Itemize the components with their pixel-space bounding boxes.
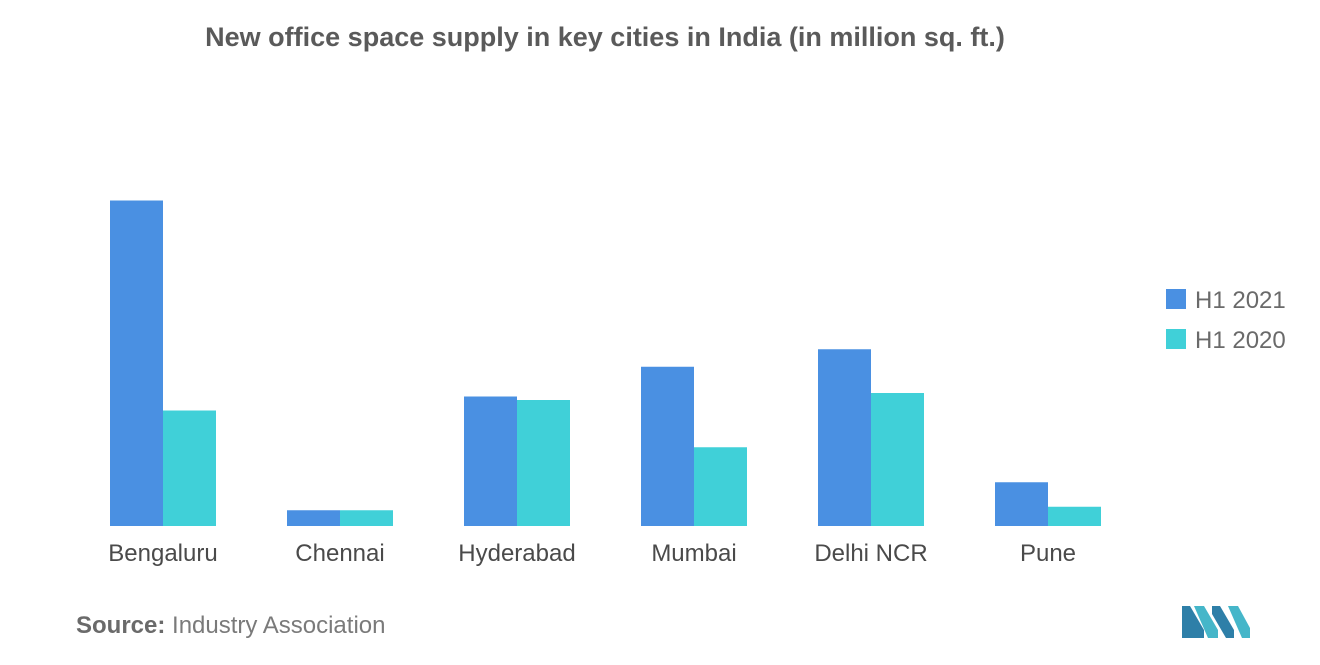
- bar-mumbai-h1-2020: [694, 447, 747, 526]
- legend: H1 2021 H1 2020: [1166, 287, 1286, 354]
- bar-chennai-h1-2020: [340, 510, 393, 526]
- bar-bengaluru-h1-2021: [110, 200, 163, 526]
- legend-swatch: [1166, 329, 1186, 349]
- x-axis-tick-labels: Bengaluru Chennai Hyderabad Mumbai Delhi NCR…: [108, 540, 1076, 567]
- x-tick-label: Bengaluru: [108, 540, 217, 567]
- x-tick-label: Chennai: [295, 540, 384, 567]
- x-tick-label: Hyderabad: [458, 540, 575, 567]
- x-tick-label: Mumbai: [651, 540, 736, 567]
- legend-label: H1 2021: [1195, 287, 1286, 314]
- bar-pune-h1-2020: [1048, 506, 1101, 526]
- bar-bengaluru-h1-2020: [163, 410, 216, 526]
- chart-title: New office space supply in key cities in…: [205, 22, 1005, 52]
- mordor-intelligence-logo-icon: [1182, 606, 1250, 638]
- bar-hyderabad-h1-2021: [464, 396, 517, 526]
- x-tick-label: Delhi NCR: [814, 540, 927, 567]
- source-note: Source: Industry Association: [76, 612, 385, 640]
- bar-chennai-h1-2021: [287, 510, 340, 526]
- bar-hyderabad-h1-2020: [517, 400, 570, 526]
- source-label: Source:: [76, 612, 166, 639]
- source-text: Industry Association: [172, 612, 386, 639]
- bar-pune-h1-2021: [995, 482, 1048, 526]
- bars-group: [110, 200, 1101, 526]
- legend-label: H1 2020: [1195, 327, 1286, 354]
- bar-delhi-ncr-h1-2020: [871, 393, 924, 526]
- legend-swatch: [1166, 289, 1186, 309]
- x-tick-label: Pune: [1020, 540, 1076, 567]
- bar-mumbai-h1-2021: [641, 366, 694, 526]
- bar-delhi-ncr-h1-2021: [818, 349, 871, 526]
